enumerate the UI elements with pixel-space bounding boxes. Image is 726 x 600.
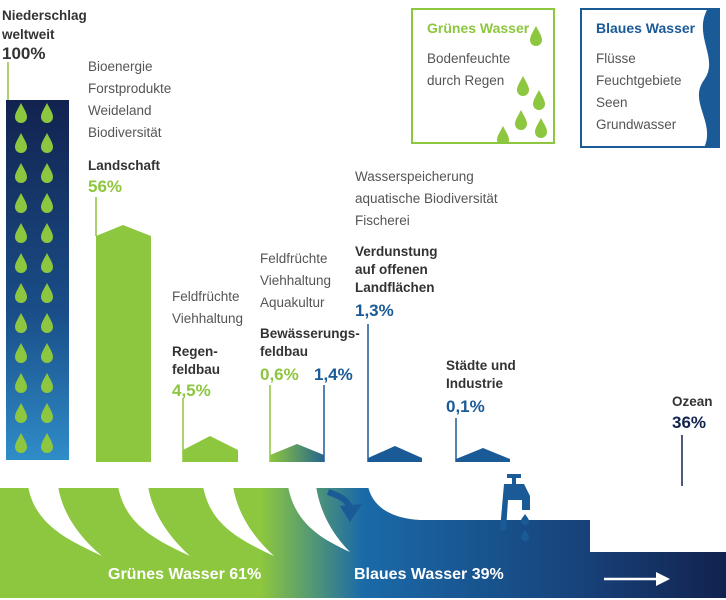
legend-blue: Blaues Wasser Flüsse Feuchtgebiete Seen … (580, 8, 720, 148)
irrigated-label-1: Bewässerungs- (260, 326, 360, 341)
rainfed-item: Feldfrüchte (172, 289, 240, 304)
irrigated-item: Feldfrüchte (260, 251, 328, 266)
evaporation-label-2: auf offenen (355, 262, 428, 277)
legend-blue-item: Flüsse (596, 51, 636, 66)
band-top-cutout (368, 486, 726, 520)
evaporation-bar (368, 446, 422, 462)
legend-green-title: Grünes Wasser (427, 20, 530, 36)
evaporation-value: 1,3% (355, 301, 394, 320)
precipitation-label-2: weltweit (2, 27, 55, 42)
legend-green: Grünes Wasser Bodenfeuchte durch Regen (411, 8, 555, 144)
landscape-bar (96, 225, 151, 462)
landscape-item: Bioenergie (88, 59, 153, 74)
legend-green-items: Bodenfeuchte durch Regen (427, 48, 510, 92)
band-label-blue: Blaues Wasser 39% (354, 566, 504, 583)
irrigated-value-blue: 1,4% (314, 365, 353, 384)
wave-icon (698, 8, 720, 148)
curved-arrow-icon (327, 489, 362, 522)
precipitation-value: 100% (2, 44, 46, 63)
tap-icon (500, 474, 530, 541)
legend-blue-title: Blaues Wasser (596, 20, 696, 36)
evaporation-label-3: Landflächen (355, 280, 435, 295)
precipitation-column (6, 100, 69, 460)
band-label-green: Grünes Wasser 61% (108, 566, 262, 583)
cities-value: 0,1% (446, 397, 485, 416)
irrigated-item: Aquakultur (260, 295, 325, 310)
landscape-item: Weideland (88, 103, 152, 118)
rainfed-bar (183, 436, 238, 462)
rainfed-item: Viehhaltung (172, 311, 244, 326)
precipitation-label-1: Niederschlag (2, 8, 87, 23)
ocean-label: Ozean (672, 394, 713, 409)
cities-label-2: Industrie (446, 376, 504, 391)
evaporation-label-1: Verdunstung (355, 244, 438, 259)
rainfed-value: 4,5% (172, 381, 211, 400)
legend-blue-items: Flüsse Feuchtgebiete Seen Grundwasser (596, 48, 682, 136)
landscape-value: 56% (88, 177, 123, 196)
irrigated-value-green: 0,6% (260, 365, 299, 384)
legend-green-item: Bodenfeuchte (427, 51, 511, 66)
rainfed-label-1: Regen- (172, 344, 218, 359)
landscape-item: Forstprodukte (88, 81, 172, 96)
ocean-value: 36% (672, 413, 707, 432)
legend-blue-item: Feuchtgebiete (596, 73, 682, 88)
legend-blue-item: Seen (596, 95, 628, 110)
evaporation-item: aquatische Biodiversität (355, 191, 498, 206)
irrigated-label-2: feldbau (260, 344, 309, 359)
landscape-label: Landschaft (88, 158, 161, 173)
arrow-right-icon (604, 572, 670, 586)
cities-label-1: Städte und (446, 358, 516, 373)
flow-hooks (28, 486, 350, 556)
legend-blue-item: Grundwasser (596, 117, 677, 132)
cities-bar (456, 448, 510, 462)
legend-green-item: durch Regen (427, 73, 505, 88)
raindrop-icon (497, 26, 547, 144)
rainfed-label-2: feldbau (172, 362, 221, 377)
irrigated-item: Viehhaltung (260, 273, 332, 288)
evaporation-item: Fischerei (355, 213, 410, 228)
landscape-item: Biodiversität (88, 125, 162, 140)
irrigated-bar (270, 444, 324, 462)
ocean-waves (590, 520, 726, 552)
evaporation-item: Wasserspeicherung (355, 169, 474, 184)
